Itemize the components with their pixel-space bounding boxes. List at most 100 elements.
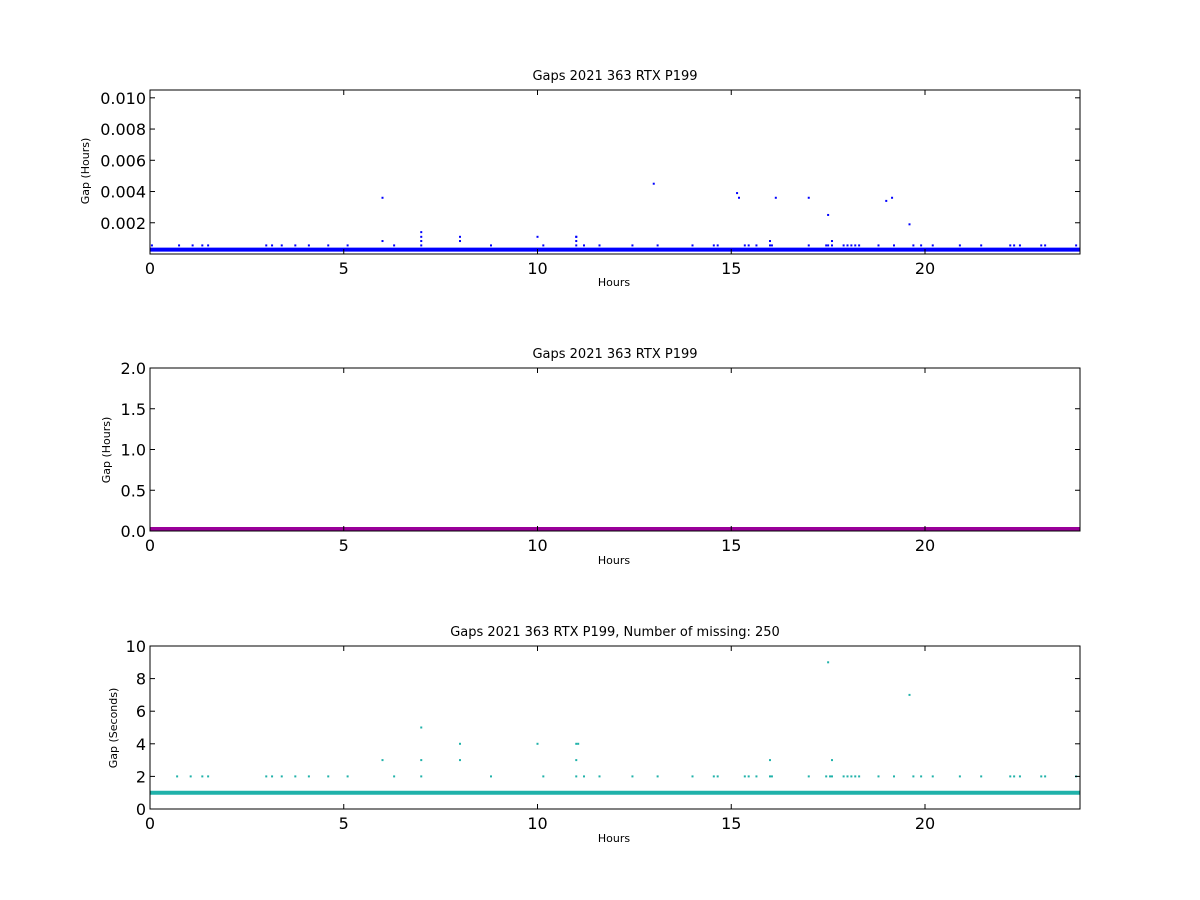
y-axis-label: Gap (Hours) <box>100 417 113 484</box>
data-point <box>736 192 739 195</box>
x-tick-label: 0 <box>145 814 155 833</box>
data-point <box>842 775 845 778</box>
data-point <box>807 196 810 199</box>
data-point <box>829 775 832 778</box>
x-tick-label: 5 <box>339 814 349 833</box>
data-point <box>908 693 911 696</box>
data-point <box>755 244 758 247</box>
data-point <box>490 244 492 247</box>
data-point <box>271 244 274 247</box>
data-point <box>858 244 861 247</box>
data-point <box>850 775 853 778</box>
data-point <box>1075 244 1078 247</box>
data-point <box>891 196 894 199</box>
data-point <box>420 235 423 238</box>
data-point <box>201 775 204 778</box>
panel-gap-hours-zoomed: Gaps 2021 363 RTX P199 Gap (Hours) Hours… <box>79 69 1081 289</box>
y-tick-label: 0.002 <box>100 214 146 233</box>
data-point <box>807 775 810 778</box>
data-point <box>176 775 179 778</box>
data-point <box>294 775 297 778</box>
data-point <box>536 742 539 745</box>
data-point <box>931 775 934 778</box>
data-point <box>459 235 461 238</box>
y-tick-label: 0.5 <box>121 481 146 500</box>
data-point <box>831 775 833 778</box>
data-point <box>393 244 396 247</box>
data-point <box>885 199 888 202</box>
x-tick-label: 20 <box>915 814 935 833</box>
data-point <box>854 775 857 778</box>
data-point <box>958 244 961 247</box>
data-point <box>1040 775 1043 778</box>
data-point <box>691 244 694 247</box>
data-point <box>827 244 830 247</box>
data-point <box>420 726 423 729</box>
data-point <box>842 244 845 247</box>
data-point <box>770 775 773 778</box>
x-tick-label: 5 <box>339 259 349 278</box>
data-point <box>831 240 833 243</box>
x-tick-label: 15 <box>721 536 741 555</box>
y-tick-label: 1.0 <box>121 441 146 460</box>
chart-title: Gaps 2021 363 RTX P199 <box>532 347 697 362</box>
y-tick-label: 0.004 <box>100 183 146 202</box>
x-tick-label: 10 <box>527 814 547 833</box>
y-tick-label: 6 <box>136 702 146 721</box>
data-point <box>191 244 194 247</box>
data-point <box>346 244 349 247</box>
panel-gap-hours-full: Gaps 2021 363 RTX P199 Gap (Hours) Hours… <box>100 347 1081 567</box>
data-point <box>877 775 880 778</box>
data-point <box>912 244 915 247</box>
y-axis-label: Gap (Seconds) <box>107 688 120 769</box>
data-point <box>846 244 849 247</box>
data-point <box>980 244 983 247</box>
plot-frame <box>149 645 1081 810</box>
data-point <box>631 775 634 778</box>
data-point <box>459 742 461 745</box>
data-point <box>381 759 384 762</box>
data-point <box>178 244 181 247</box>
data-point <box>381 240 384 243</box>
data-point <box>280 244 283 247</box>
y-tick-label: 4 <box>136 735 146 754</box>
data-point <box>575 235 578 238</box>
y-tick-label: 0.008 <box>100 120 146 139</box>
y-tick-label: 8 <box>136 670 146 689</box>
data-point <box>858 775 861 778</box>
data-point <box>755 775 758 778</box>
data-point <box>583 244 585 247</box>
y-tick-label: 1.5 <box>121 400 146 419</box>
data-point <box>1013 775 1016 778</box>
data-point <box>691 775 694 778</box>
data-point <box>420 231 423 234</box>
y-tick-label: 0 <box>136 800 146 819</box>
data-point <box>420 240 423 243</box>
plot-frame <box>149 89 1081 255</box>
data-point <box>265 244 268 247</box>
data-point <box>393 775 396 778</box>
data-point <box>459 240 461 243</box>
data-point <box>712 244 715 247</box>
data-point <box>656 244 659 247</box>
data-point <box>893 244 895 247</box>
data-point <box>769 759 771 762</box>
data-point <box>931 244 934 247</box>
data-point <box>893 775 895 778</box>
y-tick-label: 0.010 <box>100 89 146 108</box>
x-tick-label: 10 <box>527 536 547 555</box>
y-axis-label: Gap (Hours) <box>79 138 92 205</box>
x-tick-label: 15 <box>721 814 741 833</box>
data-point <box>831 759 833 762</box>
data-point <box>980 775 983 778</box>
data-point <box>712 775 715 778</box>
data-point <box>189 775 192 778</box>
data-point <box>743 775 746 778</box>
y-tick-label: 0.006 <box>100 151 146 170</box>
data-point <box>201 244 204 247</box>
data-point <box>716 244 719 247</box>
data-point <box>1009 775 1012 778</box>
data-point <box>827 213 830 216</box>
data-point <box>575 742 578 745</box>
